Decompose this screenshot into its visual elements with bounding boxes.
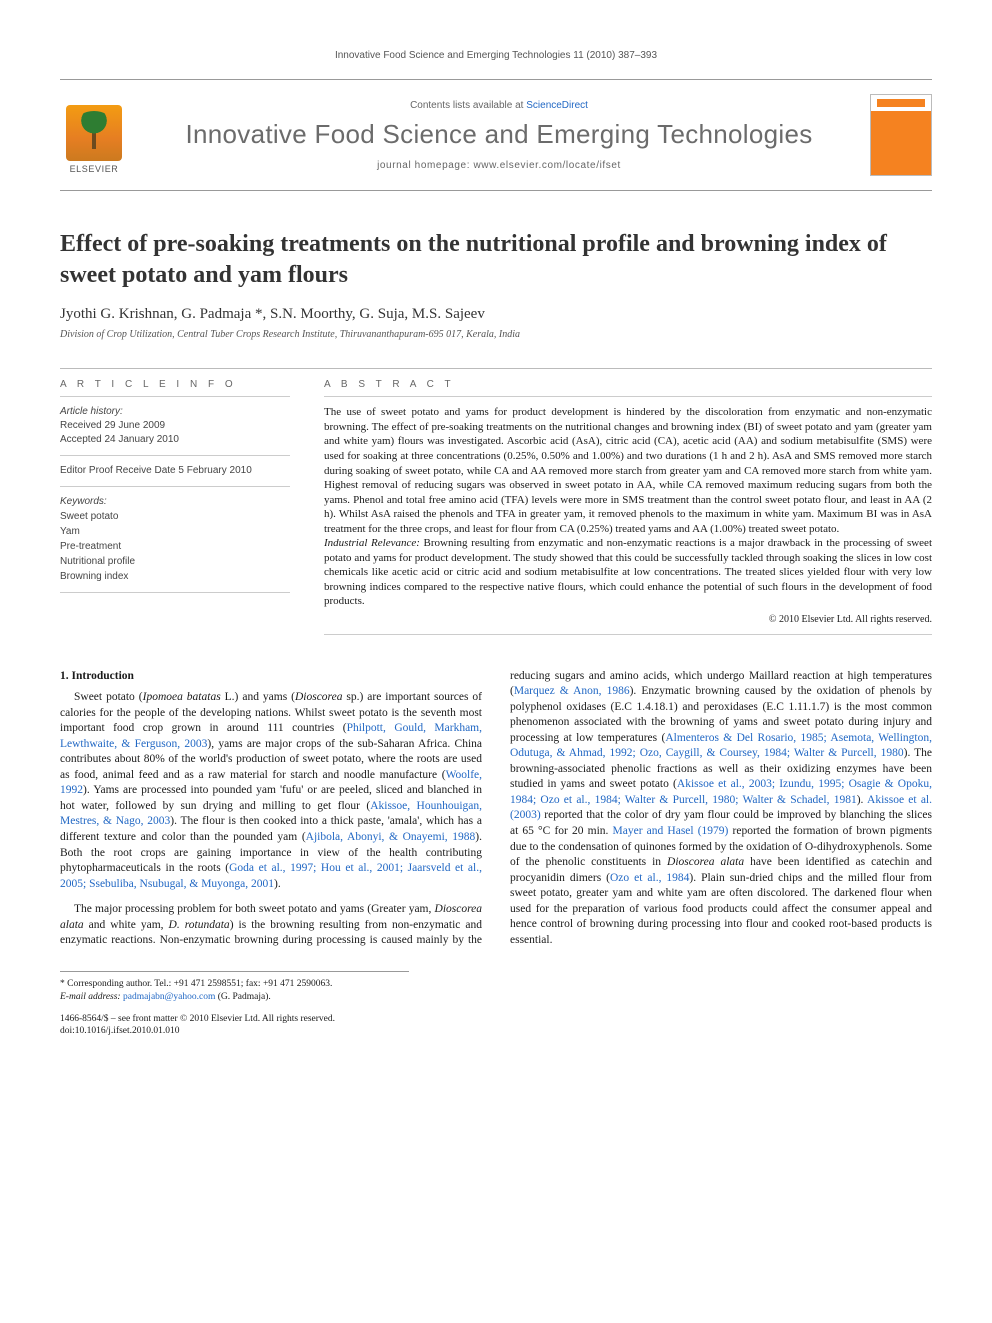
contents-line: Contents lists available at ScienceDirec…: [146, 100, 852, 111]
journal-cover-thumbnail: [870, 94, 932, 176]
species-dioscorea: Dioscorea: [295, 691, 342, 703]
sciencedirect-link[interactable]: ScienceDirect: [526, 100, 588, 111]
text: The major processing problem for both sw…: [74, 903, 435, 915]
article-history-block: Article history: Received 29 June 2009 A…: [60, 397, 290, 456]
editor-proof-block: Editor Proof Receive Date 5 February 201…: [60, 456, 290, 487]
article-info-head: A R T I C L E I N F O: [60, 369, 290, 397]
keyword-item: Sweet potato: [60, 510, 290, 524]
text: and white yam,: [84, 919, 169, 931]
keyword-item: Nutritional profile: [60, 555, 290, 569]
email-link[interactable]: padmajabn@yahoo.com: [123, 992, 215, 1002]
contents-prefix: Contents lists available at: [410, 100, 526, 111]
masthead-center: Contents lists available at ScienceDirec…: [146, 100, 852, 171]
keywords-block: Keywords: Sweet potato Yam Pre-treatment…: [60, 487, 290, 593]
text: Sweet potato (: [74, 691, 143, 703]
journal-name: Innovative Food Science and Emerging Tec…: [146, 119, 852, 150]
ref-link[interactable]: Ozo et al., 1984: [610, 872, 689, 884]
species-d-rotundata: D. rotundata: [169, 919, 230, 931]
intro-para-1: Sweet potato (Ipomoea batatas L.) and ya…: [60, 690, 482, 892]
keywords-label: Keywords:: [60, 495, 290, 509]
running-head: Innovative Food Science and Emerging Tec…: [60, 50, 932, 61]
corr-email-line: E-mail address: padmajabn@yahoo.com (G. …: [60, 991, 932, 1003]
abstract-head: A B S T R A C T: [324, 369, 932, 397]
journal-homepage: journal homepage: www.elsevier.com/locat…: [146, 160, 852, 171]
authors-line: Jyothi G. Krishnan, G. Padmaja *, S.N. M…: [60, 306, 932, 323]
ref-link[interactable]: Marquez & Anon, 1986: [514, 685, 630, 697]
keyword-item: Browning index: [60, 570, 290, 584]
homepage-prefix: journal homepage:: [377, 160, 473, 171]
homepage-url[interactable]: www.elsevier.com/locate/ifset: [473, 160, 620, 171]
footnote-rule: [60, 971, 409, 972]
corresponding-author-note: * Corresponding author. Tel.: +91 471 25…: [60, 978, 932, 1003]
species-ipomoea: Ipomoea batatas: [143, 691, 221, 703]
text: ).: [274, 878, 281, 890]
publisher-name: ELSEVIER: [70, 164, 119, 174]
editor-proof-line: Editor Proof Receive Date 5 February 201…: [60, 464, 290, 478]
received-line: Received 29 June 2009: [60, 419, 290, 433]
abstract-p1: The use of sweet potato and yams for pro…: [324, 406, 932, 534]
section-1-heading: 1. Introduction: [60, 669, 482, 685]
keywords-list: Sweet potato Yam Pre-treatment Nutrition…: [60, 510, 290, 584]
abstract-column: A B S T R A C T The use of sweet potato …: [324, 369, 932, 634]
elsevier-logo: ELSEVIER: [60, 96, 128, 174]
copyright-line: © 2010 Elsevier Ltd. All rights reserved…: [324, 613, 932, 626]
text: L.) and yams (: [221, 691, 295, 703]
accepted-line: Accepted 24 January 2010: [60, 433, 290, 447]
industrial-relevance-label: Industrial Relevance:: [324, 537, 420, 549]
body-two-column: 1. Introduction Sweet potato (Ipomoea ba…: [60, 669, 932, 954]
ref-link[interactable]: Mayer and Hasel (1979): [613, 825, 729, 837]
keyword-item: Yam: [60, 525, 290, 539]
elsevier-tree-icon: [66, 105, 122, 161]
species-d-alata-2: Dioscorea alata: [667, 856, 744, 868]
front-matter-line: 1466-8564/$ – see front matter © 2010 El…: [60, 1013, 932, 1038]
email-label: E-mail address:: [60, 992, 123, 1002]
article-info-column: A R T I C L E I N F O Article history: R…: [60, 369, 290, 634]
abstract-body: The use of sweet potato and yams for pro…: [324, 397, 932, 634]
issn-copyright: 1466-8564/$ – see front matter © 2010 El…: [60, 1013, 932, 1025]
ref-link[interactable]: Ajibola, Abonyi, & Onayemi, 1988: [306, 831, 476, 843]
journal-masthead: ELSEVIER Contents lists available at Sci…: [60, 79, 932, 191]
corr-tel-fax: * Corresponding author. Tel.: +91 471 25…: [60, 978, 932, 990]
history-label: Article history:: [60, 405, 290, 419]
text: ).: [857, 794, 867, 806]
keyword-item: Pre-treatment: [60, 540, 290, 554]
doi-line: doi:10.1016/j.ifset.2010.01.010: [60, 1025, 932, 1037]
affiliation: Division of Crop Utilization, Central Tu…: [60, 329, 932, 340]
article-title: Effect of pre-soaking treatments on the …: [60, 229, 932, 290]
email-owner: (G. Padmaja).: [215, 992, 270, 1002]
